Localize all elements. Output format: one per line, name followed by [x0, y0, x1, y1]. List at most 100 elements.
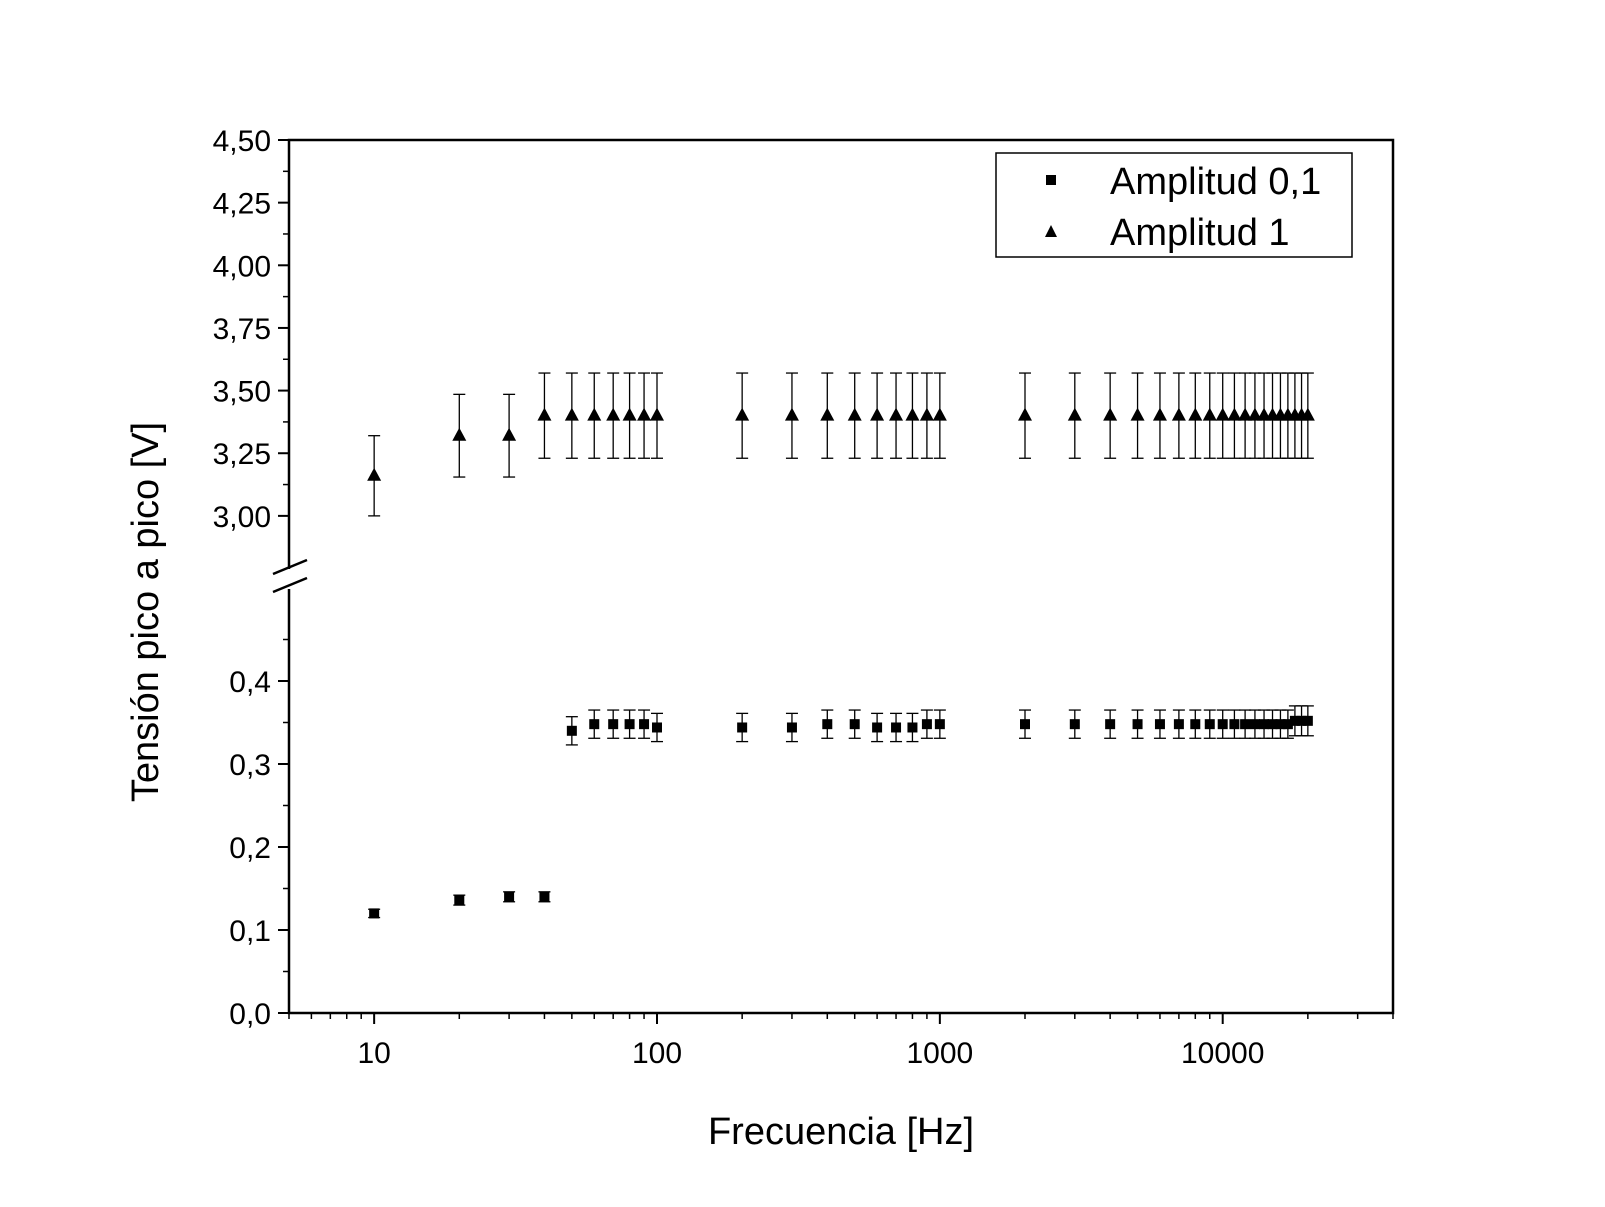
data-point — [608, 719, 619, 730]
data-point — [822, 719, 833, 730]
y-tick-label: 0,3 — [229, 749, 271, 782]
data-point — [367, 467, 382, 481]
data-point — [784, 407, 799, 421]
data-point — [1240, 719, 1251, 730]
data-point — [1132, 719, 1143, 730]
data-point — [454, 895, 465, 906]
data-point — [1018, 407, 1032, 421]
data-point — [786, 722, 797, 733]
data-point — [589, 719, 600, 730]
data-point — [1202, 407, 1217, 421]
data-point — [1249, 719, 1260, 730]
data-point — [849, 719, 860, 730]
legend-label-amplitud-0-1: Amplitud 0,1 — [1110, 161, 1321, 203]
data-point — [1173, 719, 1184, 730]
data-point — [502, 427, 517, 441]
series-layer — [367, 372, 1315, 919]
data-point — [921, 719, 932, 730]
axis-break-slash-lower — [272, 576, 308, 594]
data-point — [639, 719, 650, 730]
data-point — [606, 407, 621, 421]
x-tick-label: 100 — [632, 1037, 682, 1070]
y-tick-label: 4,50 — [213, 125, 271, 158]
y-tick-label: 3,50 — [213, 376, 271, 409]
data-point — [1247, 407, 1262, 421]
legend-marker-triangle — [1045, 225, 1057, 237]
y-tick-label: 3,75 — [213, 313, 271, 346]
data-point — [1103, 407, 1118, 421]
data-point — [1217, 719, 1228, 730]
data-point — [1300, 407, 1315, 421]
data-point — [1154, 719, 1165, 730]
data-point — [1302, 715, 1313, 726]
data-point — [820, 407, 835, 421]
series-amplitud-1 — [367, 372, 1315, 517]
y-tick-label: 0,0 — [229, 998, 271, 1031]
data-point — [891, 722, 902, 733]
data-point — [652, 722, 662, 733]
data-point — [1188, 407, 1203, 421]
data-point — [872, 722, 883, 733]
axis-break-slash-upper — [272, 558, 308, 576]
axis-ticks: 10 100 1000 10000 0,0 0,1 0,2 0,3 0,4 3,00 3,25 3,5… — [213, 125, 1394, 1070]
data-point — [919, 407, 934, 421]
data-point — [624, 719, 635, 730]
data-point — [1152, 407, 1167, 421]
data-point — [847, 407, 862, 421]
data-point — [1238, 407, 1253, 421]
data-point — [1229, 719, 1240, 730]
data-point — [564, 407, 579, 421]
plot-frame — [287, 138, 1395, 1015]
data-point — [907, 722, 918, 733]
data-point — [650, 407, 664, 421]
data-point — [870, 407, 885, 421]
data-point — [537, 407, 552, 421]
data-point — [1259, 719, 1270, 730]
data-point — [737, 722, 748, 733]
data-point — [905, 407, 920, 421]
y-tick-label: 0,4 — [229, 666, 271, 699]
x-tick-label: 10000 — [1181, 1037, 1264, 1070]
data-point — [1069, 719, 1080, 730]
y-tick-label: 0,1 — [229, 915, 271, 948]
data-point — [889, 407, 904, 421]
data-point — [1282, 719, 1293, 730]
data-point — [539, 891, 550, 902]
axis-break-gap — [275, 569, 305, 589]
x-tick-label: 1000 — [906, 1037, 973, 1070]
data-point — [369, 908, 380, 919]
data-point — [566, 725, 577, 736]
y-tick-label: 0,2 — [229, 832, 271, 865]
data-point — [1275, 719, 1286, 730]
data-point — [504, 891, 515, 902]
data-point — [1204, 719, 1215, 730]
x-tick-label: 10 — [357, 1037, 390, 1070]
legend: Amplitud 0,1 Amplitud 1 — [995, 152, 1353, 258]
data-point — [1067, 407, 1082, 421]
legend-marker-square — [1046, 175, 1056, 185]
x-axis-title: Frecuencia [Hz] — [708, 1111, 974, 1153]
data-point — [1215, 407, 1230, 421]
data-point — [1171, 407, 1186, 421]
y-axis-title: Tensión pico a pico [V] — [125, 422, 167, 802]
series-amplitud-0-1 — [368, 705, 1314, 919]
data-point — [637, 407, 652, 421]
data-point — [1296, 715, 1307, 726]
data-point — [1190, 719, 1201, 730]
y-tick-label: 3,00 — [213, 501, 271, 534]
y-tick-label: 3,25 — [213, 438, 271, 471]
data-point — [1267, 719, 1278, 730]
legend-label-amplitud-1: Amplitud 1 — [1110, 212, 1290, 254]
data-point — [1227, 407, 1242, 421]
data-point — [587, 407, 602, 421]
data-point — [1105, 719, 1116, 730]
data-point — [1289, 715, 1300, 726]
data-point — [452, 427, 467, 441]
data-point — [932, 407, 947, 421]
data-point — [735, 407, 750, 421]
data-point — [1130, 407, 1145, 421]
y-tick-label: 4,25 — [213, 188, 271, 221]
axis-break-mask — [272, 558, 308, 594]
y-tick-label: 4,00 — [213, 250, 271, 283]
